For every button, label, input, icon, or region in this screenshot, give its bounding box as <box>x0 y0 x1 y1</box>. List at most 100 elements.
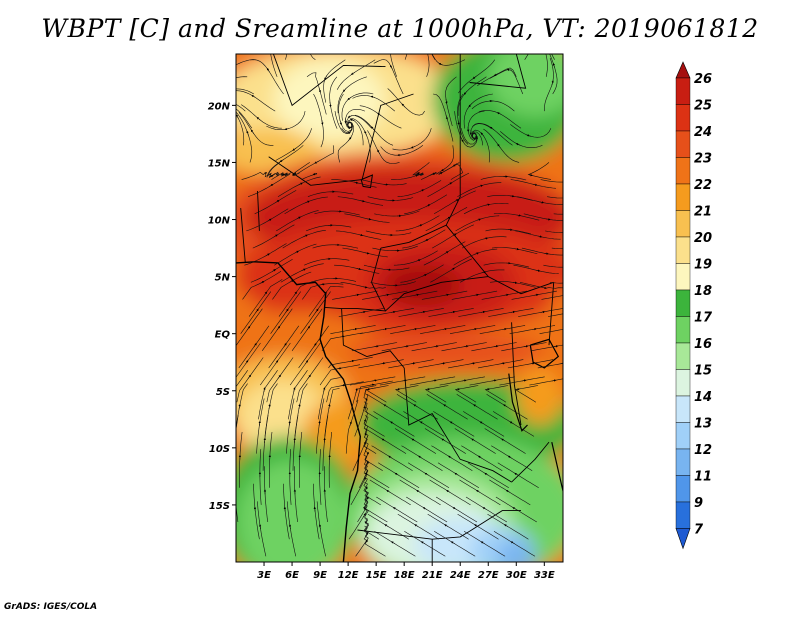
streamline-arrow <box>474 252 480 255</box>
streamline-arrow <box>509 421 514 425</box>
streamline-arrow <box>447 455 453 459</box>
streamline-arrow <box>381 438 386 442</box>
streamline-arrow <box>543 46 544 50</box>
streamline-arrow <box>269 184 274 187</box>
streamline-arrow <box>307 374 311 379</box>
streamline-arrow <box>494 345 499 348</box>
streamline-arrow <box>247 374 252 379</box>
streamline-arrow <box>392 49 395 50</box>
streamline-arrow <box>485 203 491 206</box>
colorbar-swatch <box>675 475 691 503</box>
streamline-arrow <box>415 172 421 175</box>
streamline-arrow <box>268 403 271 409</box>
lon-tick-label: 9E <box>313 570 327 581</box>
streamline-arrow <box>228 90 231 91</box>
colorbar-label: 23 <box>694 152 712 167</box>
streamline-arrow <box>510 310 516 314</box>
streamline-arrow <box>247 325 251 330</box>
streamline-arrow <box>515 388 520 391</box>
streamline-arrow <box>500 362 506 365</box>
streamline-arrow <box>269 175 274 178</box>
streamline-arrow <box>350 359 355 363</box>
streamline-arrow <box>362 512 366 518</box>
streamline-arrow <box>474 293 479 297</box>
streamline-arrow <box>392 507 397 510</box>
streamline-arrow <box>289 279 294 283</box>
streamline <box>236 104 246 112</box>
streamline-arrow <box>251 94 256 98</box>
streamline <box>236 59 256 66</box>
streamline-arrow <box>416 259 421 262</box>
streamline <box>270 54 278 77</box>
lon-tick-label: 15E <box>366 570 387 581</box>
streamline-arrow <box>434 345 439 348</box>
streamline-arrow <box>364 486 368 492</box>
streamline-arrow <box>320 283 325 286</box>
streamline-arrow <box>349 421 352 427</box>
streamline-arrow <box>350 72 355 75</box>
streamlines <box>228 29 579 557</box>
lat-tick-label: EQ <box>215 330 231 341</box>
streamline-arrow <box>388 455 393 459</box>
colorbar-swatch <box>675 369 691 397</box>
streamline-arrow <box>535 269 541 272</box>
streamline <box>236 502 239 523</box>
streamline-arrow <box>303 234 308 237</box>
longitude-axis: 3E 6E 9E 12E 15E 18E 21E 24E 27E 30E 33E <box>257 562 555 581</box>
streamline-arrow <box>452 233 457 237</box>
lon-tick-label: 30E <box>506 570 527 581</box>
colorbar-swatch <box>675 342 691 370</box>
streamline-arrow <box>532 327 537 331</box>
streamline-arrow <box>366 451 369 457</box>
streamline-arrow <box>306 325 311 330</box>
streamline-arrow <box>410 29 411 33</box>
streamline-arrow <box>489 126 494 130</box>
streamline-arrow <box>293 387 296 393</box>
streamline-arrow <box>236 114 239 119</box>
streamline-arrow <box>386 489 391 493</box>
lon-tick-label: 21E <box>422 570 443 581</box>
streamline-arrow <box>230 525 231 529</box>
streamline-arrow <box>346 131 351 135</box>
colorbar-swatch <box>675 422 691 450</box>
streamline-arrow <box>472 327 477 331</box>
streamline-arrow <box>329 102 332 108</box>
streamline-arrow <box>475 489 481 493</box>
streamline-arrow <box>229 422 230 426</box>
figure-title: WBPT [C] and Sreamline at 1000hPa, VT: 2… <box>41 14 759 43</box>
streamline <box>543 264 563 268</box>
colorbar-swatch <box>675 316 691 344</box>
streamline <box>547 196 563 199</box>
streamline-arrow <box>365 388 371 391</box>
streamline-arrow <box>363 286 368 289</box>
colorbar-label: 25 <box>694 99 712 114</box>
streamline-arrow <box>514 247 520 251</box>
colorbar-swatch <box>675 448 691 476</box>
colorbar-swatch <box>675 236 691 264</box>
streamline-arrow <box>363 419 367 424</box>
colorbar-swatch <box>675 395 691 423</box>
streamline <box>551 247 563 250</box>
streamline-arrow <box>318 420 321 426</box>
streamline-arrow <box>234 388 235 392</box>
streamline-arrow <box>425 46 426 50</box>
streamline-arrow <box>540 310 546 314</box>
streamline-arrow <box>410 362 416 365</box>
streamline-arrow <box>576 212 579 213</box>
streamline-arrow <box>390 64 393 70</box>
border-line <box>240 208 246 263</box>
streamline-arrow <box>276 325 281 330</box>
streamline-arrow <box>424 239 429 242</box>
streamline-arrow <box>448 182 453 186</box>
streamline-arrow <box>366 217 372 221</box>
streamline-arrow <box>277 374 281 379</box>
streamline-arrow <box>395 388 401 391</box>
streamline-arrow <box>570 197 573 198</box>
streamline-arrow <box>455 388 461 391</box>
streamline-arrow <box>551 379 557 382</box>
streamline-arrow <box>363 477 366 482</box>
streamline-arrow <box>441 168 446 172</box>
streamline-arrow <box>510 194 515 198</box>
streamline-arrow <box>445 114 448 120</box>
streamline-arrow <box>324 75 327 81</box>
